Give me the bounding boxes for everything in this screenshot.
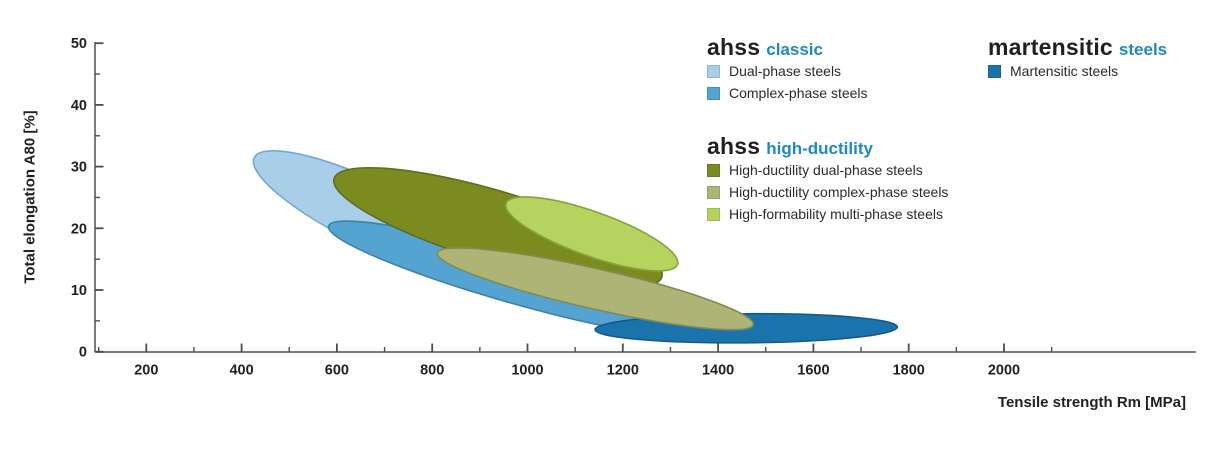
legend-swatch [707, 163, 720, 177]
y-tick-label: 0 [79, 345, 87, 361]
y-axis-title: Total elongation A80 [%] [21, 110, 39, 284]
x-tick-label: 2000 [988, 363, 1020, 379]
legend-items: Martensitic steels [988, 60, 1167, 82]
legend-item: High-ductility complex-phase steels [707, 181, 948, 203]
legend-item: High-formability multi-phase steels [707, 203, 948, 225]
y-tick-label: 50 [71, 36, 87, 52]
x-tick-label: 800 [420, 363, 444, 379]
legend-title-accent: steels [1118, 40, 1168, 59]
legend-martensitic-steels: martensitic steels Martensitic steels [988, 34, 1167, 82]
legend-item-label: Complex-phase steels [729, 85, 868, 101]
legend-item-label: High-ductility dual-phase steels [729, 162, 923, 178]
legend-heading: ahss high-ductility [707, 133, 948, 159]
x-tick-label: 400 [229, 363, 253, 379]
legend-item: Martensitic steels [988, 60, 1167, 82]
legend-title-main: ahss [707, 34, 761, 60]
legend-swatch [707, 86, 720, 100]
legend-ahss-classic: ahss classic Dual-phase steels Complex-ph… [707, 34, 868, 104]
x-tick-label: 1600 [797, 363, 829, 379]
legend-ahss-high-ductility: ahss high-ductility High-ductility dual-… [707, 133, 948, 225]
legend-title-accent: classic [766, 40, 823, 59]
y-tick-label: 30 [71, 160, 87, 176]
legend-items: Dual-phase steels Complex-phase steels [707, 60, 868, 104]
x-tick-label: 1800 [893, 363, 925, 379]
x-tick-label: 200 [134, 363, 158, 379]
x-tick-label: 600 [325, 363, 349, 379]
legend-swatch [988, 64, 1001, 78]
legend-item: Dual-phase steels [707, 60, 868, 82]
legend-item-label: High-formability multi-phase steels [729, 206, 943, 222]
x-axis-title: Tensile strength Rm [MPa] [997, 394, 1186, 411]
legend-swatch [707, 207, 720, 221]
legend-item: Complex-phase steels [707, 82, 868, 104]
legend-swatch [707, 64, 720, 78]
legend-item-label: High-ductility complex-phase steels [729, 184, 949, 200]
legend-swatch [707, 185, 720, 199]
region-high-ductility-complex-phase [436, 247, 755, 331]
legend-heading: ahss classic [707, 34, 868, 60]
y-tick-label: 40 [71, 98, 87, 114]
legend-heading: martensitic steels [988, 34, 1168, 60]
legend-item-label: Dual-phase steels [729, 63, 842, 79]
region-high-formability-multi-phase [504, 196, 679, 272]
legend-item: High-ductility dual-phase steels [707, 159, 948, 181]
legend-item-label: Martensitic steels [1010, 63, 1119, 79]
x-tick-label: 1000 [511, 363, 543, 379]
legend-title-main: martensitic [988, 34, 1113, 60]
x-tick-label: 1200 [607, 363, 639, 379]
legend-title-accent: high-ductility [766, 139, 873, 158]
y-tick-label: 20 [71, 221, 87, 237]
y-tick-label: 10 [71, 283, 87, 299]
x-tick-label: 1400 [702, 363, 734, 379]
legend-title-main: ahss [707, 133, 761, 159]
legend-items: High-ductility dual-phase steels High-duc… [707, 159, 948, 225]
